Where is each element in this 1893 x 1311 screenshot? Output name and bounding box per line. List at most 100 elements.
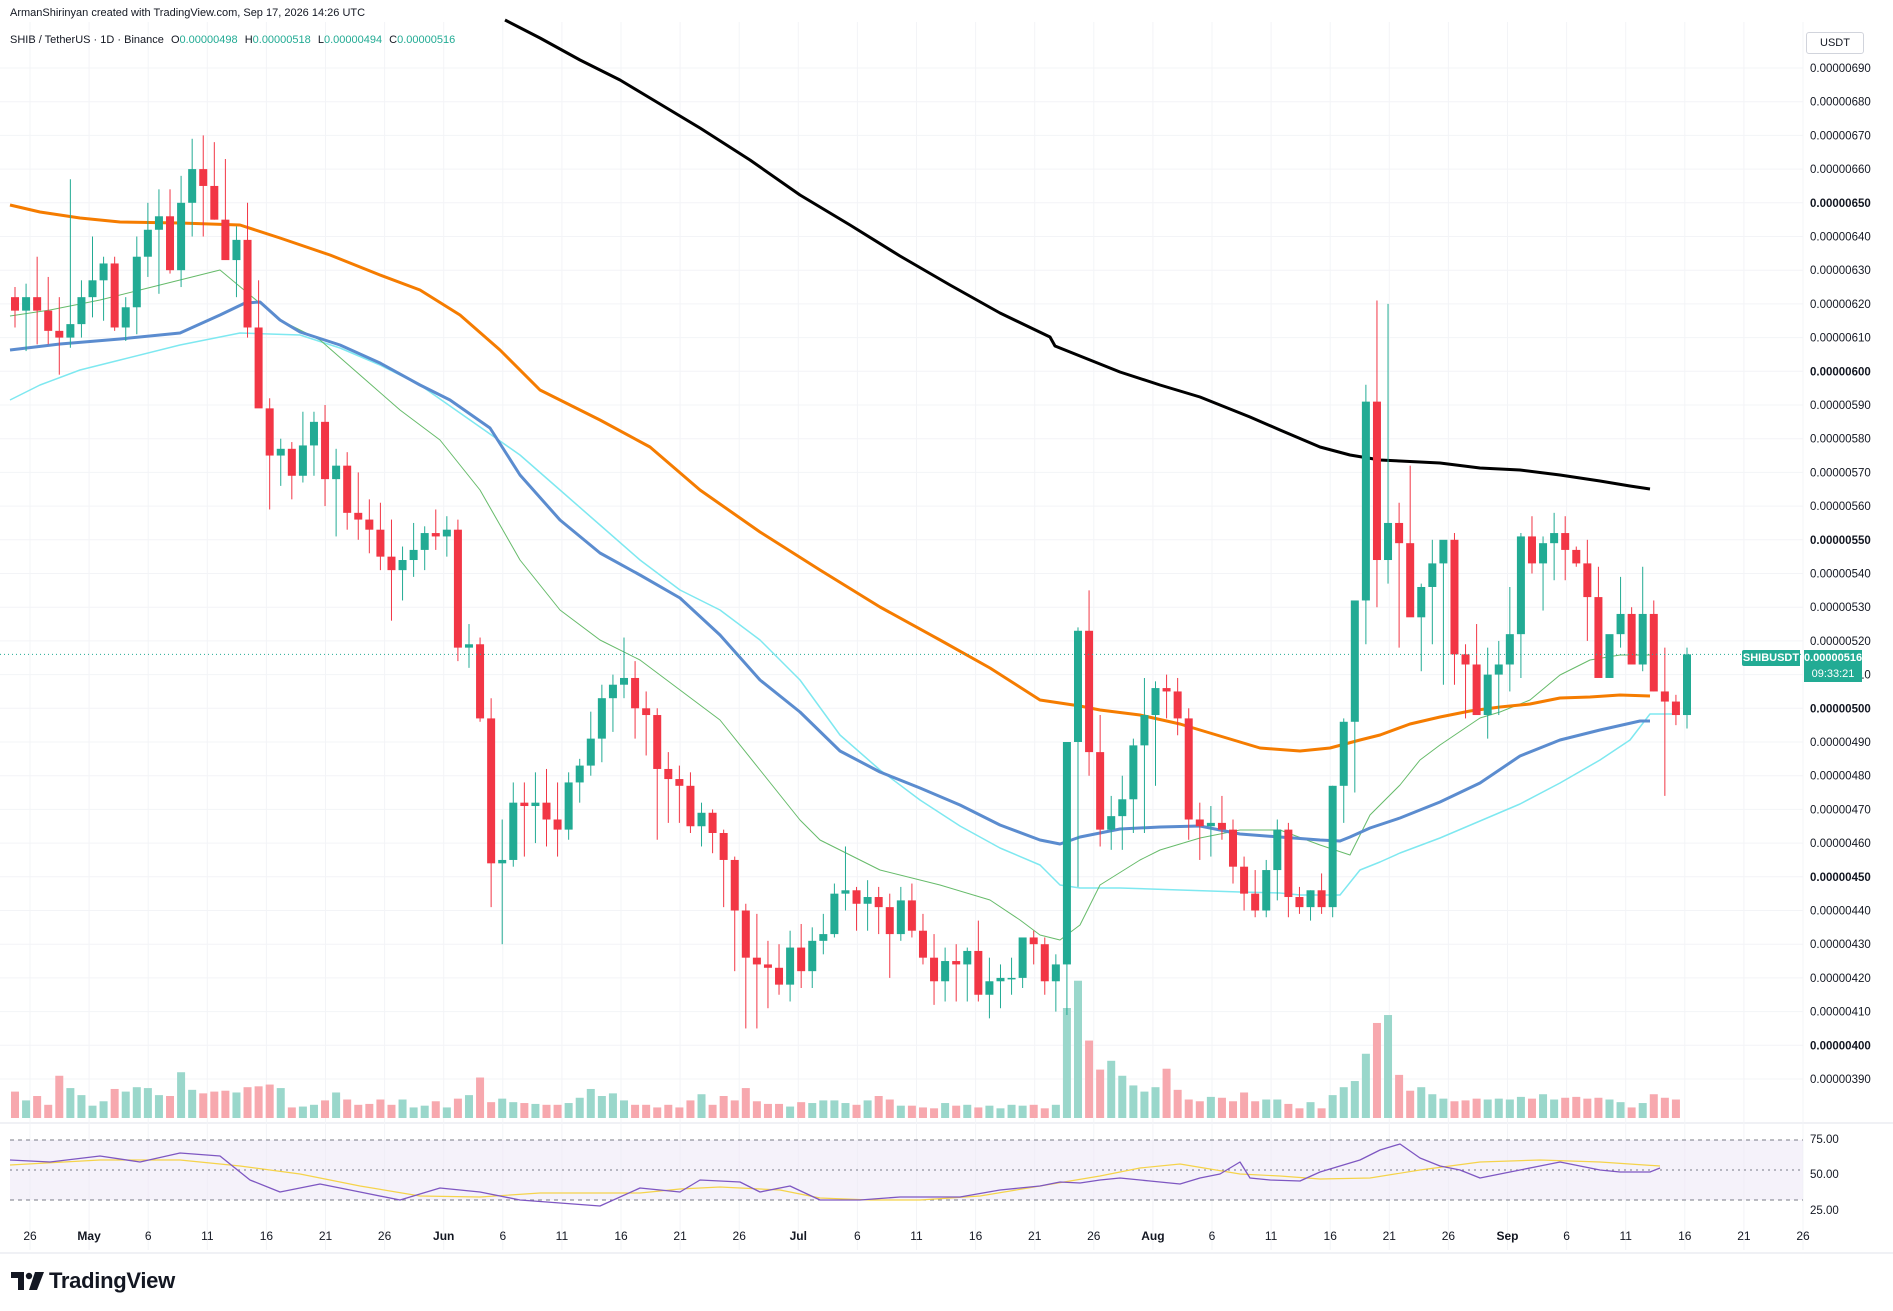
candle-body (1417, 586, 1426, 618)
price-tick-label: 0.00000540 (1810, 569, 1871, 581)
candle-body (1527, 536, 1536, 564)
x-tick-label: Aug (1141, 1229, 1164, 1243)
symbol-legend[interactable]: SHIB / TetherUS · 1D · Binance O0.000004… (10, 34, 459, 46)
close-label: C (389, 34, 398, 46)
candle-body (1184, 718, 1193, 820)
candle-body (11, 297, 19, 311)
volume-bar (1140, 1091, 1149, 1118)
candle-body (476, 644, 485, 719)
candle-body (664, 768, 673, 780)
candle-body (830, 893, 839, 935)
volume-bar (1483, 1099, 1492, 1118)
volume-bar (376, 1099, 385, 1118)
candle-body (1505, 634, 1514, 665)
volume-bar (1018, 1105, 1027, 1118)
volume-bar (907, 1105, 916, 1118)
candle-body (1040, 944, 1049, 982)
candle-body (188, 169, 197, 203)
candle-body (841, 890, 850, 894)
volume-bar (1051, 1104, 1060, 1118)
open-label: O (170, 34, 180, 46)
volume-bar (1040, 1108, 1049, 1118)
candle-body (1306, 890, 1315, 908)
volume-bar (99, 1101, 108, 1118)
candle-body (719, 832, 728, 860)
high-value: 0.00000518 (252, 34, 311, 46)
tradingview-logo[interactable]: TradingView (11, 1268, 175, 1294)
volume-bar (985, 1105, 994, 1118)
volume-bar (664, 1104, 673, 1118)
volume-bar (852, 1104, 861, 1118)
candle-body (553, 819, 562, 830)
volume-bar (686, 1100, 695, 1118)
candle-body (1328, 785, 1337, 908)
price-tick-label: 0.00000650 (1810, 198, 1871, 210)
candle-body (1107, 816, 1116, 830)
volume-bar (143, 1088, 152, 1118)
volume-bar (188, 1089, 197, 1118)
volume-bar (1384, 1015, 1393, 1118)
volume-bar (243, 1087, 252, 1118)
x-tick-label: 16 (260, 1229, 274, 1243)
price-tick-label: 0.00000520 (1810, 636, 1871, 648)
candle-body (653, 715, 662, 769)
x-tick-label: 6 (1209, 1229, 1216, 1243)
volume-bar (210, 1091, 219, 1118)
price-tick-label: 0.00000450 (1810, 872, 1871, 884)
volume-bar (11, 1091, 19, 1118)
volume-bar (1561, 1097, 1570, 1118)
symbol-title[interactable]: SHIB / TetherUS · 1D · Binance (10, 34, 164, 46)
candle-body (1350, 600, 1359, 722)
volume-bar (520, 1103, 529, 1118)
volume-bar (1118, 1075, 1127, 1118)
candle-body (1516, 536, 1525, 635)
volume-bar (1173, 1089, 1182, 1118)
candle-body (1240, 866, 1249, 894)
volume-bar (1439, 1098, 1448, 1118)
candle-body (1162, 688, 1171, 692)
x-tick-label: 16 (969, 1229, 983, 1243)
volume-bar (763, 1103, 772, 1118)
candle-body (66, 324, 75, 338)
volume-bar (431, 1101, 440, 1118)
x-tick-label: 16 (1324, 1229, 1338, 1243)
candle-body (309, 421, 318, 446)
x-tick-label: 21 (1028, 1229, 1042, 1243)
candle-body (918, 930, 927, 958)
volume-bar (1240, 1092, 1249, 1118)
volume-bar (1505, 1099, 1514, 1118)
price-tick-label: 0.00000680 (1810, 97, 1871, 109)
x-tick-label: Jun (433, 1229, 454, 1243)
volume-bar (343, 1099, 352, 1118)
candle-body (1317, 890, 1326, 908)
candle-body (298, 445, 307, 476)
candle-body (1616, 613, 1625, 635)
candle-body (752, 957, 761, 965)
candle-body (963, 950, 972, 965)
volume-bar (199, 1093, 208, 1118)
candle-body (786, 947, 795, 985)
candle-body (1195, 819, 1204, 827)
candle-body (442, 529, 451, 537)
candle-body (77, 297, 86, 325)
candle-body (143, 229, 152, 257)
volume-bar (808, 1103, 817, 1118)
candle-body (166, 216, 175, 271)
candle-body (1450, 539, 1459, 655)
volume-bar (642, 1104, 651, 1118)
candle-body (1671, 701, 1680, 716)
volume-bar (1029, 1104, 1038, 1118)
currency-button[interactable]: USDT (1806, 32, 1864, 54)
rsi-tick-label: 25.00 (1810, 1205, 1839, 1217)
candle-body (1649, 613, 1658, 692)
tradingview-logo-text: TradingView (49, 1268, 175, 1293)
volume-bar (841, 1103, 850, 1118)
volume-bar (597, 1096, 606, 1118)
x-tick-label: Jul (790, 1229, 807, 1243)
volume-bar (974, 1107, 983, 1118)
volume-bar (952, 1105, 961, 1118)
volume-bar (885, 1099, 894, 1118)
candle-body (55, 330, 64, 338)
price-tick-label: 0.00000470 (1810, 804, 1871, 816)
